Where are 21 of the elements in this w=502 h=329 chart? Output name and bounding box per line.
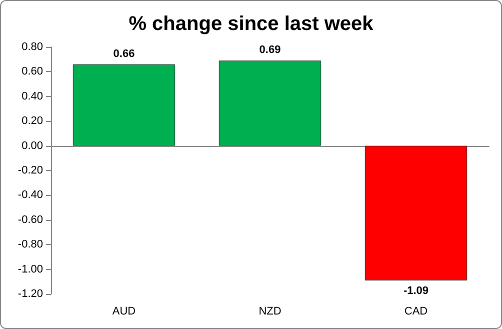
data-label: 0.69 xyxy=(259,44,281,56)
y-tick-label: -0.20 xyxy=(18,164,43,176)
y-tick-label: -0.40 xyxy=(18,189,43,202)
data-label: 0.66 xyxy=(113,48,135,60)
y-tick-label: -1.20 xyxy=(18,288,43,300)
y-tick-label: -0.60 xyxy=(18,214,43,226)
x-tick-label: NZD xyxy=(258,306,282,318)
y-tick-label: 0.80 xyxy=(22,41,43,53)
bar xyxy=(218,60,322,146)
bar xyxy=(72,64,176,146)
y-tick-label: 0.20 xyxy=(22,115,43,128)
x-tick-label: AUD xyxy=(112,306,136,318)
bar xyxy=(364,146,468,280)
x-tick-label: CAD xyxy=(404,306,428,318)
y-tick-label: 0.00 xyxy=(22,140,43,152)
y-tick-label: 0.60 xyxy=(22,66,43,78)
chart-title: % change since last week xyxy=(128,13,374,35)
y-tick-label: -1.00 xyxy=(18,263,43,276)
y-tick-label: 0.40 xyxy=(22,90,43,102)
y-tick-label: -0.80 xyxy=(18,238,43,251)
data-label: -1.09 xyxy=(403,284,429,297)
